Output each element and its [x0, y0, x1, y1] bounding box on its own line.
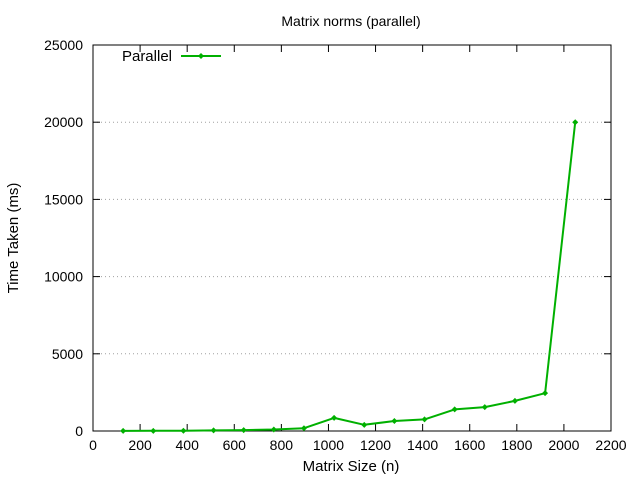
data-point — [361, 421, 368, 428]
x-axis: 0 200 400 600 800 1000 1200 1400 1600 1800 2000 220… — [89, 45, 627, 453]
data-point — [511, 397, 518, 404]
data-point — [300, 425, 307, 432]
x-tick-label: 0 — [89, 437, 97, 453]
data-point — [451, 406, 458, 413]
data-point — [481, 404, 488, 411]
y-tick-label: 5000 — [52, 346, 83, 362]
y-axis-label: Time Taken (ms) — [5, 183, 22, 294]
chart-title: Matrix norms (parallel) — [281, 13, 420, 29]
plot-frame — [92, 44, 612, 432]
data-point — [240, 427, 247, 434]
x-tick-label: 1400 — [407, 437, 438, 453]
x-tick-label: 2000 — [548, 437, 579, 453]
legend-label: Parallel — [122, 48, 172, 65]
legend-marker — [198, 53, 204, 59]
x-tick-label: 600 — [223, 437, 247, 453]
x-tick-label: 400 — [176, 437, 200, 453]
series-line-parallel — [123, 122, 577, 432]
legend: Parallel — [122, 48, 221, 65]
data-point — [391, 417, 398, 424]
x-tick-label: 200 — [128, 437, 152, 453]
x-tick-label: 800 — [270, 437, 294, 453]
data-point — [150, 427, 157, 434]
data-point — [542, 390, 549, 397]
y-tick-label: 20000 — [44, 114, 83, 130]
data-point — [120, 427, 127, 434]
x-tick-label: 1600 — [454, 437, 485, 453]
data-point — [421, 416, 428, 423]
x-tick-label: 1000 — [313, 437, 344, 453]
grid-lines — [93, 121, 611, 355]
x-axis-label: Matrix Size (n) — [303, 458, 400, 475]
y-tick-label: 10000 — [44, 269, 83, 285]
x-tick-label: 1800 — [501, 437, 532, 453]
y-tick-label: 25000 — [44, 37, 83, 53]
data-point — [331, 414, 338, 421]
y-tick-label: 0 — [75, 423, 83, 439]
data-point — [180, 427, 187, 434]
y-axis: 0 5000 10000 15000 20000 25000 — [44, 37, 611, 439]
data-point — [210, 427, 217, 434]
x-tick-label: 1200 — [360, 437, 391, 453]
data-point — [572, 119, 579, 126]
data-point — [270, 426, 277, 433]
series-layer — [120, 119, 579, 434]
x-tick-label: 2200 — [595, 437, 626, 453]
y-tick-label: 15000 — [44, 191, 83, 207]
